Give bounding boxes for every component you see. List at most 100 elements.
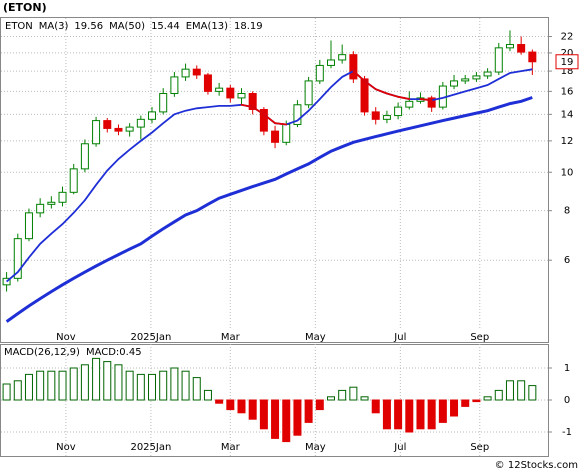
macd-bar — [159, 370, 168, 401]
ma-line — [5, 96, 533, 323]
macd-bar — [47, 370, 56, 401]
macd-bar — [349, 386, 358, 401]
ma-line-falling — [251, 106, 265, 116]
x-tick-label: 2025Jan — [130, 332, 171, 343]
candle-body — [517, 44, 526, 53]
macd-bar — [170, 367, 179, 401]
macd-bar — [271, 399, 280, 439]
candle-body — [103, 120, 112, 129]
chart-title: (ETON) — [3, 1, 47, 14]
macd-bar — [80, 364, 89, 401]
macd-bar — [136, 373, 145, 401]
x-tick-label: May — [305, 332, 326, 343]
last-price-box — [555, 54, 579, 70]
candle-body — [192, 68, 201, 76]
macd-bar — [114, 364, 123, 401]
macd-bar — [24, 373, 33, 401]
macd-bar — [394, 399, 403, 430]
candle-body — [360, 78, 369, 113]
last-price-label: 19 — [561, 57, 574, 68]
candle-body — [203, 74, 212, 92]
legend-name: EMA(13) — [186, 21, 228, 32]
candle-body — [80, 143, 89, 170]
legend-name: MA(3) — [39, 21, 69, 32]
macd-bar — [438, 399, 447, 423]
x-tick-label: Sep — [470, 442, 489, 453]
macd-bar — [181, 370, 190, 401]
ma-line-falling — [374, 88, 388, 95]
y-tick-label: 6 — [564, 255, 570, 266]
macd-bar — [315, 399, 324, 411]
legend-value: 19.56 — [74, 21, 103, 32]
candle-body — [494, 47, 503, 73]
indicator-value: MACD:0.45 — [86, 347, 142, 358]
macd-bar — [248, 399, 257, 420]
macd-bar — [293, 399, 302, 436]
candle-body — [36, 203, 45, 214]
y-tick-label: 20 — [561, 48, 574, 59]
candle-body — [282, 123, 291, 143]
x-tick-label: Jul — [393, 442, 406, 453]
candle-body — [92, 120, 101, 145]
ma-line-falling — [397, 95, 411, 100]
candle-body — [394, 106, 403, 117]
macd-bar — [382, 399, 391, 430]
macd-bar — [461, 399, 470, 407]
macd-bar — [203, 389, 212, 401]
candle-body — [528, 51, 537, 63]
macd-bar — [92, 357, 101, 401]
y-tick-label: 12 — [561, 136, 574, 147]
candle-body — [136, 118, 145, 128]
ma-line-falling — [262, 113, 276, 125]
candle-body — [13, 238, 22, 279]
candle-body — [371, 111, 380, 120]
candle-body — [326, 59, 335, 66]
x-tick-label: May — [305, 442, 326, 453]
candle-body — [58, 191, 67, 203]
macd-bar — [416, 399, 425, 430]
candle-body — [47, 201, 56, 205]
macd-bar — [69, 367, 78, 401]
macd-bar — [450, 399, 459, 417]
macd-bar — [371, 399, 380, 414]
candle-body — [483, 71, 492, 77]
x-tick-label: Sep — [470, 332, 489, 343]
macd-bar — [148, 373, 157, 401]
macd-bar — [326, 396, 335, 401]
candle-body — [427, 97, 436, 108]
macd-bar — [405, 399, 414, 433]
macd-bar — [517, 380, 526, 401]
candle-body — [24, 212, 33, 240]
y-tick-label: 0 — [564, 395, 570, 406]
candle-body — [315, 64, 324, 82]
candle-body — [405, 100, 414, 108]
macd-bar — [215, 399, 224, 404]
macd-bar — [427, 399, 436, 430]
y-tick-label: -1 — [562, 427, 572, 438]
candle-body — [349, 54, 358, 80]
x-tick-label: Mar — [221, 442, 241, 453]
footer: © 12Stocks.com — [495, 460, 578, 471]
macd-bar — [472, 399, 481, 403]
macd-bar — [304, 399, 313, 423]
candle-body — [505, 44, 514, 49]
macd-bar — [494, 389, 503, 401]
legend-symbol: ETON — [5, 21, 33, 32]
candle-body — [461, 78, 470, 82]
candle-body — [450, 80, 459, 87]
candle-body — [114, 127, 123, 132]
macd-bar — [483, 396, 492, 401]
x-tick-label: 2025Jan — [130, 442, 171, 453]
x-tick-label: Mar — [221, 332, 241, 343]
macd-bar — [237, 399, 246, 414]
candle-body — [159, 93, 168, 113]
macd-bar — [259, 399, 268, 430]
candle-body — [226, 87, 235, 99]
candle-body — [248, 93, 257, 110]
x-tick-label: Nov — [56, 442, 76, 453]
candle-body — [125, 126, 134, 132]
x-tick-label: Jul — [393, 332, 406, 343]
candle-body — [69, 168, 78, 193]
legend-value: 18.19 — [234, 21, 263, 32]
